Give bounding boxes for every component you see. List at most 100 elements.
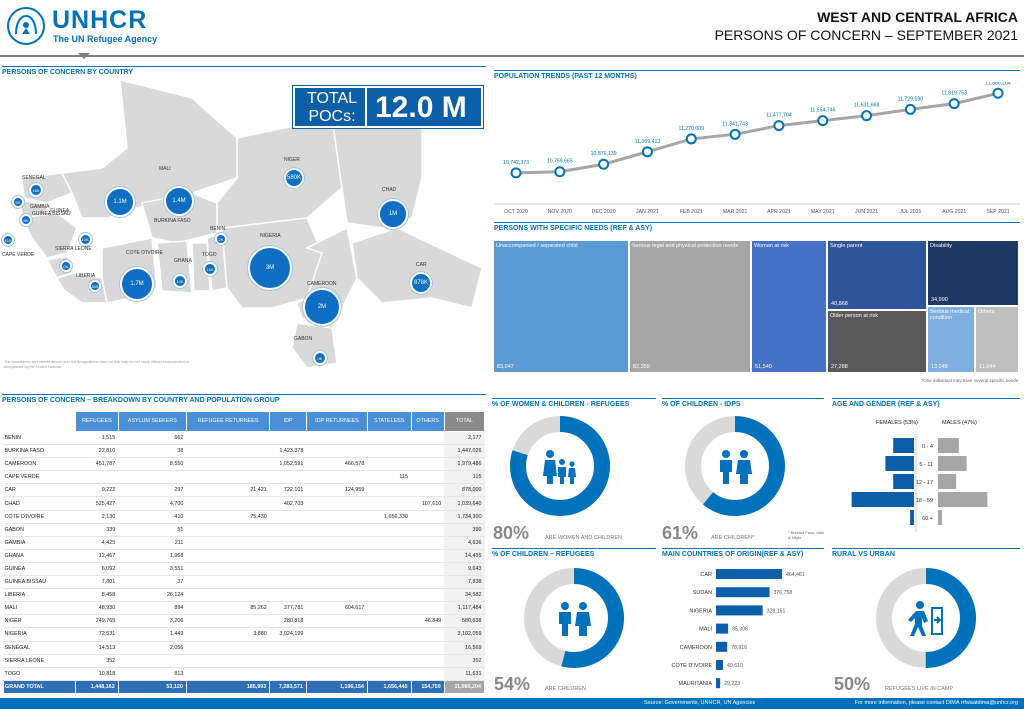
table-cell [186,562,270,577]
table-cell [411,523,445,537]
map-label-sierra-leone: SIERRA LEONE [55,246,92,252]
map-label-chad: CHAD [382,187,397,193]
rural-urban-donut [874,566,978,670]
table-cell [367,431,412,446]
map-label-cote-d-ivoire: COTE D'IVOIRE [126,250,163,256]
footer-source: Source: Governments, UNHCR, UN Agencies [644,700,756,706]
map-bubble-ghana: 14K [173,274,187,288]
trend-point [948,98,960,110]
col-idp: IDP [269,411,307,432]
table-cell: 14,435 [444,549,485,563]
table-country-cell: SIERRA LEONE [3,654,76,668]
grand-total-cell: GRAND TOTAL [3,679,76,694]
donut-fill [510,416,610,516]
pyramid-svg: 0 - 4 5 - 11 12 - 17 18 - 59 60 + [851,434,988,532]
table-cell [367,588,412,603]
rural-urban-percent: 50% [834,674,871,694]
children-refugees-icon [554,598,594,638]
table-cell [367,575,412,590]
table-cell [367,444,412,459]
children-refugees-section-title: % OF CHILDREN – REFUGEES [492,548,656,558]
trend-category-label: DEC 2020 [592,209,616,215]
grand-total-cell: 1,196,154 [305,679,368,694]
table-cell [306,667,368,681]
table-cell [186,614,270,629]
table-cell [75,470,119,485]
children-refugees-caption: ARE CHILDREN [545,686,586,692]
table-cell: 3,102,059 [444,627,485,642]
trend-point [729,128,741,140]
trend-value-label: 11,631,668 [854,103,880,109]
trend-value-label: 10,876,139 [591,151,617,157]
table-cell [186,444,270,459]
needs-section-title: PERSONS WITH SPECIFIC NEEDS (REF & ASY) [494,222,1020,232]
org-name: UNHCR [52,6,148,34]
col-total: TOTAL [443,411,486,432]
origin-value-label: 464,461 [786,572,805,578]
trend-category-label: JUN 2021 [855,209,878,215]
col-others: OTHERS [410,411,445,432]
table-cell: 352 [75,654,119,668]
map-bubble-mali: 1.1M [105,187,135,217]
table-country-cell: MALI [3,601,76,616]
women-children-percent: 80% [493,523,530,543]
origin-value-label: 376,758 [774,590,793,596]
table-cell [306,496,368,511]
pyramid-age-label: 60 + [922,516,933,522]
grand-total-cell: 11,980,204 [443,679,486,694]
table-cell: 525,427 [75,496,119,511]
trend-value-label: 11,341,743 [722,121,748,127]
table-row: GHANA 12,467 1,968 14,435 [3,549,485,563]
table-cell: 3,880 [186,627,270,642]
children-idps-donut [683,414,787,518]
table-cell [186,667,270,681]
trend-value-label: 11,980,204 [985,82,1011,86]
unhcr-logo-icon [5,6,47,46]
total-pocs-box: TOTAL POCs: 12.0 M [293,86,483,128]
table-cell [411,536,445,550]
trend-point [817,115,829,127]
table-cell [306,444,368,459]
needs-cell-label: Unaccompanied / separated child [496,243,578,249]
map-bubble-senegal: 16K [29,183,43,197]
table-cell: 390 [444,523,485,537]
table-cell: 604,617 [306,601,368,616]
pyramid-female-bar [893,474,914,489]
table-row: GAMBIA 4,425 211 4,636 [3,536,485,550]
trend-point [773,120,785,132]
trend-value-label: 11,477,704 [766,113,792,119]
origin-country-label: CAR [700,572,712,578]
table-cell: 46,849 [411,614,445,629]
needs-cell: Older person at risk 27,288 [828,311,926,372]
total-pocs-divider [365,88,367,126]
table-row: CHAD 525,427 4,700 402,703 107,610 1,039,640 [3,496,485,511]
map-label-car: CAR [416,262,427,268]
origin-value-label: 29,223 [724,681,740,687]
table-country-cell: CAR [3,483,76,498]
pyramid-female-bar [851,492,914,507]
table-row: MALI 48,930 894 85,262 377,781 604,617 1,117,4… [3,601,485,616]
origin-section-title: MAIN COUNTRIES OF ORIGIN(REF & ASY) [662,548,824,558]
table-cell [367,549,412,563]
table-cell [411,444,445,459]
origin-country-label: SUDAN [693,590,712,596]
table-cell [367,483,412,498]
needs-cell-label: Single parent [830,243,863,249]
table-cell: 3,551 [118,562,187,577]
pyramid-age-label: 0 - 4 [922,444,933,450]
children-refugees-percent: 54% [494,674,531,694]
trends-section-title: POPULATION TRENDS (PAST 12 MONTHS) [494,70,1020,80]
table-cell [269,470,307,485]
table-cell: 4,636 [444,536,485,550]
table-cell [306,614,368,629]
pyramid-age-label: 12 - 17 [916,480,933,486]
col-stateless: STATELESS [366,411,412,432]
needs-cell-value: 11,044 [979,364,996,370]
table-cell: 722,101 [269,483,307,498]
rural-urban-donut-svg [876,568,976,668]
tent-walk-icon [906,598,946,638]
needs-cell-label: Serious medical condition [930,309,970,321]
origin-bar [716,678,721,689]
table-cell [186,641,270,655]
table-cell [411,575,445,590]
